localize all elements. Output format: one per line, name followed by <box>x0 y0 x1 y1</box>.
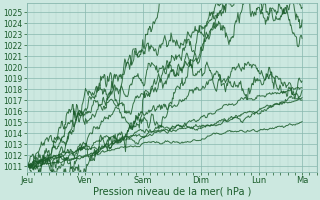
X-axis label: Pression niveau de la mer( hPa ): Pression niveau de la mer( hPa ) <box>92 187 251 197</box>
